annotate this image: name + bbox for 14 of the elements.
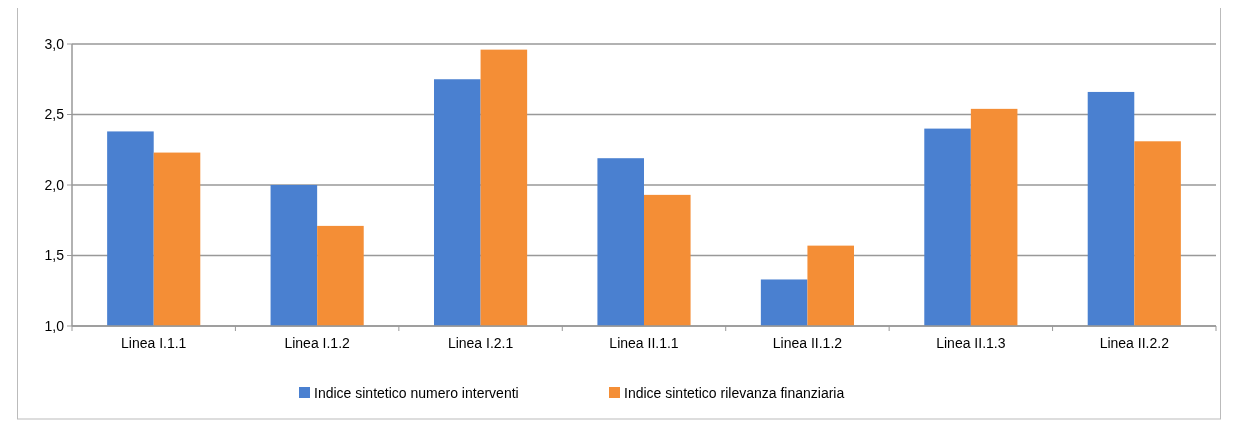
x-tick-label: Linea II.1.3 <box>936 335 1006 351</box>
legend-label: Indice sintetico rilevanza finanziaria <box>624 385 845 401</box>
x-tick-label: Linea II.2.2 <box>1099 335 1170 351</box>
x-tick-label: Linea I.2.1 <box>447 335 514 351</box>
y-tick-label: 1,5 <box>44 247 65 264</box>
x-tick-label: Linea I.1.1 <box>121 335 187 351</box>
y-tick-label: 3,0 <box>44 35 65 52</box>
y-tick-label: 1,0 <box>44 317 65 334</box>
x-tick-label: Linea II.1.2 <box>772 335 843 351</box>
y-tick-label: 2,5 <box>44 106 65 123</box>
y-tick-label: 2,0 <box>44 176 65 193</box>
legend-label: Indice sintetico numero interventi <box>314 385 519 401</box>
x-tick-label: Linea I.1.2 <box>284 335 351 351</box>
x-tick-label: Linea II.1.1 <box>609 335 679 351</box>
